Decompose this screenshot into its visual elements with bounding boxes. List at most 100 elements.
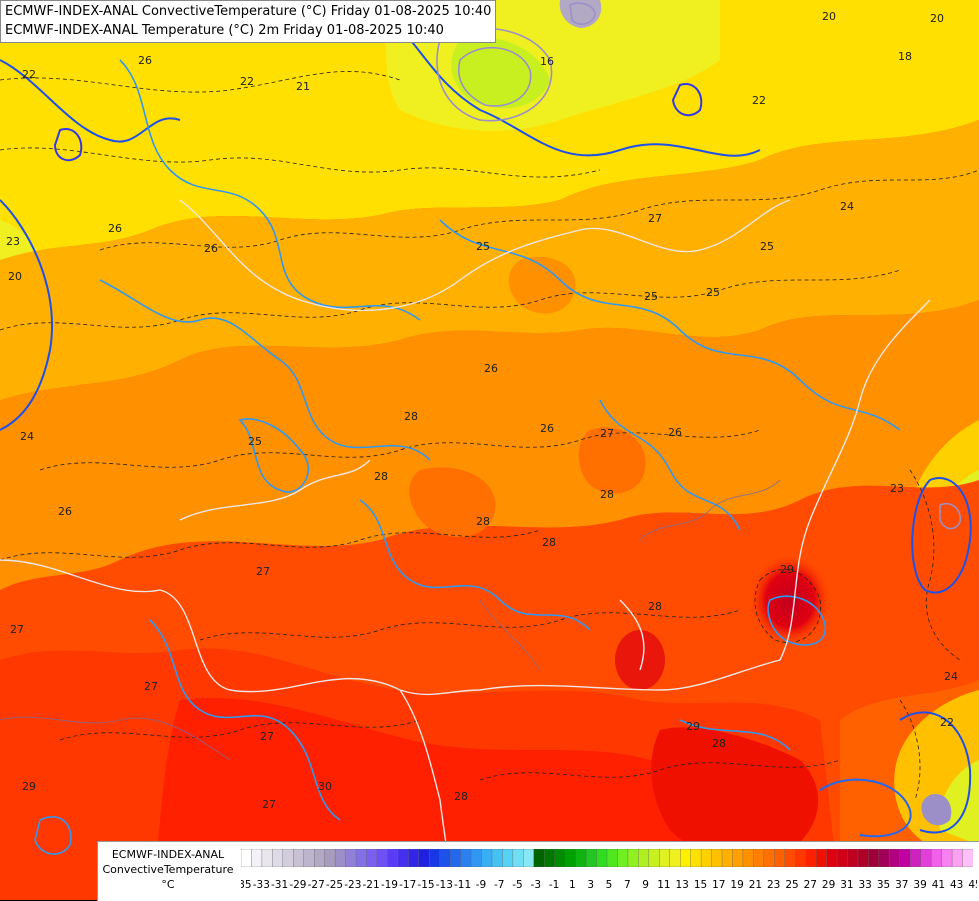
map-label: 25 xyxy=(706,286,720,299)
patch-2 xyxy=(508,256,576,314)
legend-tick-label: 23 xyxy=(767,879,780,891)
legend-tick-label: 3 xyxy=(587,879,594,891)
isotherm-lines xyxy=(0,71,979,801)
legend-swatch xyxy=(449,849,462,867)
map-label: 26 xyxy=(108,222,122,235)
legend-swatch xyxy=(355,849,368,867)
map-label: 27 xyxy=(262,798,276,811)
legend-swatch xyxy=(261,849,274,867)
legend-model: ECMWF-INDEX-ANAL xyxy=(111,848,225,861)
map-label: 16 xyxy=(540,55,554,68)
legend-swatch xyxy=(408,849,420,867)
legend-swatch xyxy=(889,849,901,867)
legend-tick-label: -33 xyxy=(253,879,270,891)
legend-swatch xyxy=(418,849,430,867)
legend-swatch xyxy=(951,849,964,867)
map-label: 24 xyxy=(944,670,958,683)
legend-swatch xyxy=(711,849,723,867)
title-line-convective: ECMWF-INDEX-ANAL ConvectiveTemperature (… xyxy=(5,4,492,19)
legend-tick-label: -1 xyxy=(549,879,559,891)
legend-swatch xyxy=(700,849,713,867)
legend-colorbar xyxy=(241,849,973,867)
title-line-temperature: ECMWF-INDEX-ANAL Temperature (°C) 2m Fri… xyxy=(5,23,444,38)
cold-contours xyxy=(436,2,962,530)
legend-swatch xyxy=(878,849,891,867)
map-label: 24 xyxy=(20,430,34,443)
map-label: 27 xyxy=(256,565,270,578)
country-borders xyxy=(0,199,931,900)
legend-swatch xyxy=(753,849,765,867)
patch-3 xyxy=(409,467,496,537)
band-red-4 xyxy=(651,727,819,861)
legend-swatch xyxy=(627,849,640,867)
legend-tick-label: 41 xyxy=(932,879,945,891)
legend-swatch xyxy=(868,849,880,867)
legend-tick-label: -3 xyxy=(531,879,541,891)
map-label: 25 xyxy=(644,290,658,303)
legend-swatch xyxy=(742,849,755,867)
legend-swatch xyxy=(669,849,681,867)
legend-swatch xyxy=(387,849,399,867)
map-label: 27 xyxy=(260,730,274,743)
legend-swatch xyxy=(429,849,441,867)
legend-tick-label: 17 xyxy=(712,879,725,891)
map-label: 27 xyxy=(600,427,614,440)
map-label: 26 xyxy=(540,422,554,435)
legend-swatch xyxy=(910,849,922,867)
legend-swatch xyxy=(460,849,472,867)
map-label: 24 xyxy=(840,200,854,213)
band-orange-1 xyxy=(0,120,979,400)
legend-swatch xyxy=(303,849,315,867)
legend-swatch xyxy=(920,849,932,867)
legend-swatch xyxy=(512,849,525,867)
legend-swatch xyxy=(648,849,660,867)
legend-tick-label: 43 xyxy=(950,879,963,891)
map-label: 26 xyxy=(484,362,498,375)
map-label: 29 xyxy=(686,720,700,733)
legend-swatch xyxy=(491,849,504,867)
legend-tick-label: -11 xyxy=(454,879,471,891)
legend-tick-label: 35 xyxy=(877,879,890,891)
legend-swatch xyxy=(638,849,650,867)
legend-swatch xyxy=(533,849,545,867)
map-label: 28 xyxy=(712,737,726,750)
band-purple-southeast xyxy=(921,794,952,826)
map-label: 28 xyxy=(600,488,614,501)
legend-swatch xyxy=(585,849,598,867)
map-label: 27 xyxy=(648,212,662,225)
legend-tick-label: -5 xyxy=(512,879,522,891)
map-label: 28 xyxy=(374,470,388,483)
legend-tick-label: -27 xyxy=(308,879,325,891)
legend-swatch xyxy=(313,849,326,867)
legend-title: ECMWF-INDEX-ANAL ConvectiveTemperature °… xyxy=(102,847,234,892)
legend-swatch xyxy=(805,849,817,867)
legend-tick-label: -17 xyxy=(399,879,416,891)
map-label: 26 xyxy=(204,242,218,255)
legend-swatch xyxy=(272,849,284,867)
patch-4 xyxy=(578,427,646,494)
map-label: 22 xyxy=(940,716,954,729)
legend-swatch xyxy=(564,849,577,867)
legend-swatch xyxy=(930,849,943,867)
legend-tick-label: -13 xyxy=(436,879,453,891)
convective-contours xyxy=(0,9,972,855)
legend-swatch xyxy=(659,849,671,867)
map-label: 27 xyxy=(10,623,24,636)
map-label: 28 xyxy=(454,790,468,803)
color-legend: ECMWF-INDEX-ANAL ConvectiveTemperature °… xyxy=(97,841,979,901)
map-label: 27 xyxy=(144,680,158,693)
legend-swatch xyxy=(241,849,253,867)
legend-swatch xyxy=(345,849,357,867)
map-label: 26 xyxy=(668,426,682,439)
legend-tick-label: -9 xyxy=(476,879,486,891)
legend-tick-label: 31 xyxy=(840,879,853,891)
legend-swatch xyxy=(439,849,451,867)
legend-tick-label: 45 xyxy=(968,879,977,891)
legend-swatch xyxy=(397,849,410,867)
legend-swatch xyxy=(763,849,776,867)
map-label: 20 xyxy=(8,270,22,283)
map-label: 20 xyxy=(822,10,836,23)
legend-swatch xyxy=(847,849,859,867)
legend-tick-label: -35 xyxy=(241,879,252,891)
band-orange-2 xyxy=(0,300,979,590)
